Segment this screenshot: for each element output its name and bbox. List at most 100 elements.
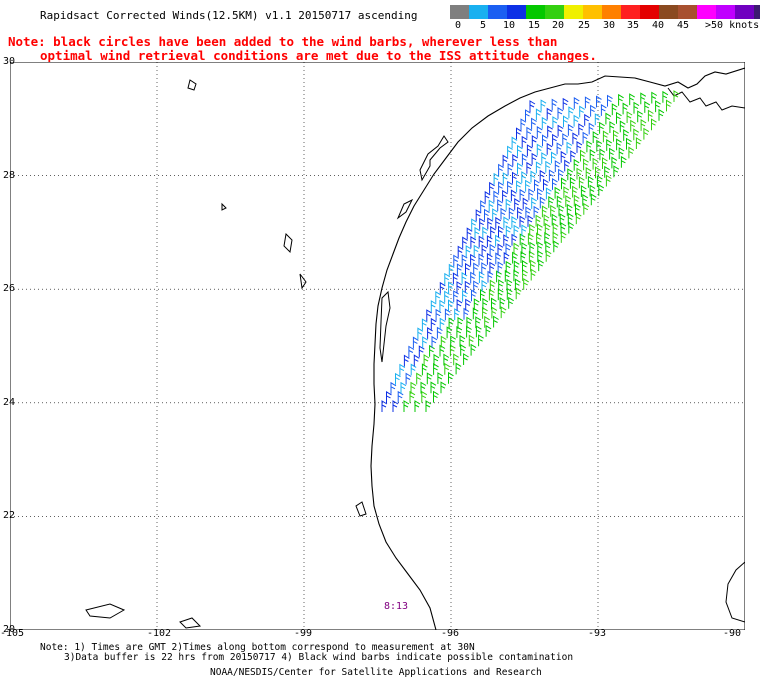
wind-barb xyxy=(472,307,479,320)
wind-barb xyxy=(413,354,420,367)
wind-barb xyxy=(542,134,548,147)
wind-barb xyxy=(560,222,567,234)
colorbar-swatch xyxy=(754,5,760,19)
wind-barb xyxy=(473,244,480,257)
wind-barb xyxy=(588,122,595,135)
wind-barb xyxy=(541,205,548,218)
wind-barb xyxy=(618,147,625,159)
wind-barb xyxy=(647,109,654,122)
wind-barb xyxy=(590,193,597,206)
wind-barb xyxy=(590,104,596,117)
wind-barb xyxy=(471,289,477,302)
wind-barb xyxy=(397,390,404,403)
wind-barb xyxy=(507,163,514,175)
wind-barb xyxy=(462,289,468,302)
longitude-label: -93 xyxy=(588,628,607,639)
wind-barb xyxy=(421,318,428,331)
wind-barb xyxy=(480,200,486,212)
wind-barb xyxy=(520,251,527,263)
wind-barb xyxy=(521,135,528,148)
wind-barb xyxy=(453,353,459,366)
lake-4 xyxy=(299,273,307,290)
wind-barb xyxy=(545,187,552,200)
wind-barb xyxy=(535,161,542,174)
latitude-label: 22 xyxy=(3,510,16,522)
wind-barb xyxy=(405,372,412,385)
wind-barb xyxy=(444,362,451,375)
wind-barb xyxy=(478,253,485,266)
wind-barb xyxy=(465,262,471,275)
wind-barb xyxy=(485,324,492,337)
wind-barb xyxy=(433,390,439,403)
wind-barb xyxy=(489,261,496,274)
wind-barb xyxy=(551,213,558,226)
wind-barb xyxy=(643,127,650,140)
wind-barb xyxy=(530,170,537,183)
wind-barb xyxy=(493,172,500,185)
colorbar-swatch xyxy=(659,5,678,19)
colorbar-label: 45 xyxy=(677,20,690,31)
wind-barb xyxy=(435,291,442,303)
wind-barb xyxy=(497,261,504,274)
wind-barb xyxy=(531,117,537,130)
wind-barb xyxy=(430,300,437,312)
latitude-label: 28 xyxy=(3,169,16,181)
wind-barb xyxy=(452,272,459,285)
wind-barb xyxy=(619,120,626,133)
wind-barb xyxy=(492,208,498,221)
colorbar-label: 30 xyxy=(603,20,616,31)
wind-barb xyxy=(527,215,534,227)
wind-barb xyxy=(534,179,540,191)
wind-barb xyxy=(466,316,473,329)
wind-barb xyxy=(519,215,526,228)
wind-barb xyxy=(493,190,500,203)
wind-barb xyxy=(496,270,502,283)
colorbar-swatch xyxy=(469,5,488,19)
wind-barb xyxy=(500,207,507,220)
wind-barb xyxy=(613,165,620,178)
longitude-label: -90 xyxy=(723,628,742,639)
colorbar-swatch xyxy=(488,5,507,19)
wind-barb xyxy=(420,381,427,394)
wind-barb xyxy=(572,132,579,145)
wind-barb xyxy=(444,272,451,285)
wind-barb xyxy=(427,327,433,339)
wind-barb xyxy=(460,344,466,356)
wind-barb xyxy=(633,128,640,141)
wind-barb xyxy=(437,372,444,384)
wind-barb xyxy=(521,242,528,254)
wind-barb xyxy=(551,98,558,111)
wind-barb xyxy=(484,315,490,328)
colorbar-swatch xyxy=(602,5,621,19)
wind-barb xyxy=(535,108,542,121)
wind-barb xyxy=(527,232,534,245)
wind-barb xyxy=(579,105,585,118)
coastline-bay-1 xyxy=(419,135,449,182)
wind-barb xyxy=(473,262,479,275)
wind-barb xyxy=(448,299,454,312)
colorbar-label: >50 knots xyxy=(705,20,760,31)
wind-barb xyxy=(414,400,421,412)
note-line-2: optimal wind retrieval conditions are me… xyxy=(40,48,597,63)
wind-barb xyxy=(439,344,446,357)
wind-barb xyxy=(556,142,563,155)
wind-barb xyxy=(666,99,672,112)
lake-5 xyxy=(85,603,126,619)
wind-barb xyxy=(502,154,509,167)
wind-barb xyxy=(563,186,570,199)
wind-barb xyxy=(543,178,549,191)
wind-barb xyxy=(605,112,612,125)
map-frame xyxy=(10,62,745,630)
colorbar-swatch xyxy=(450,5,469,19)
wind-barb xyxy=(395,372,401,385)
wind-barb xyxy=(439,299,446,312)
footnote-line-1: Note: 1) Times are GMT 2)Times along bot… xyxy=(40,642,475,653)
wind-barb xyxy=(596,175,603,188)
wind-barb xyxy=(583,158,589,171)
colorbar-swatch xyxy=(583,5,602,19)
latitude-label: 30 xyxy=(3,56,16,67)
wind-barb xyxy=(559,213,566,226)
coastline-bay-2 xyxy=(396,198,414,220)
wind-barb xyxy=(481,244,488,257)
wind-barb xyxy=(510,189,517,202)
